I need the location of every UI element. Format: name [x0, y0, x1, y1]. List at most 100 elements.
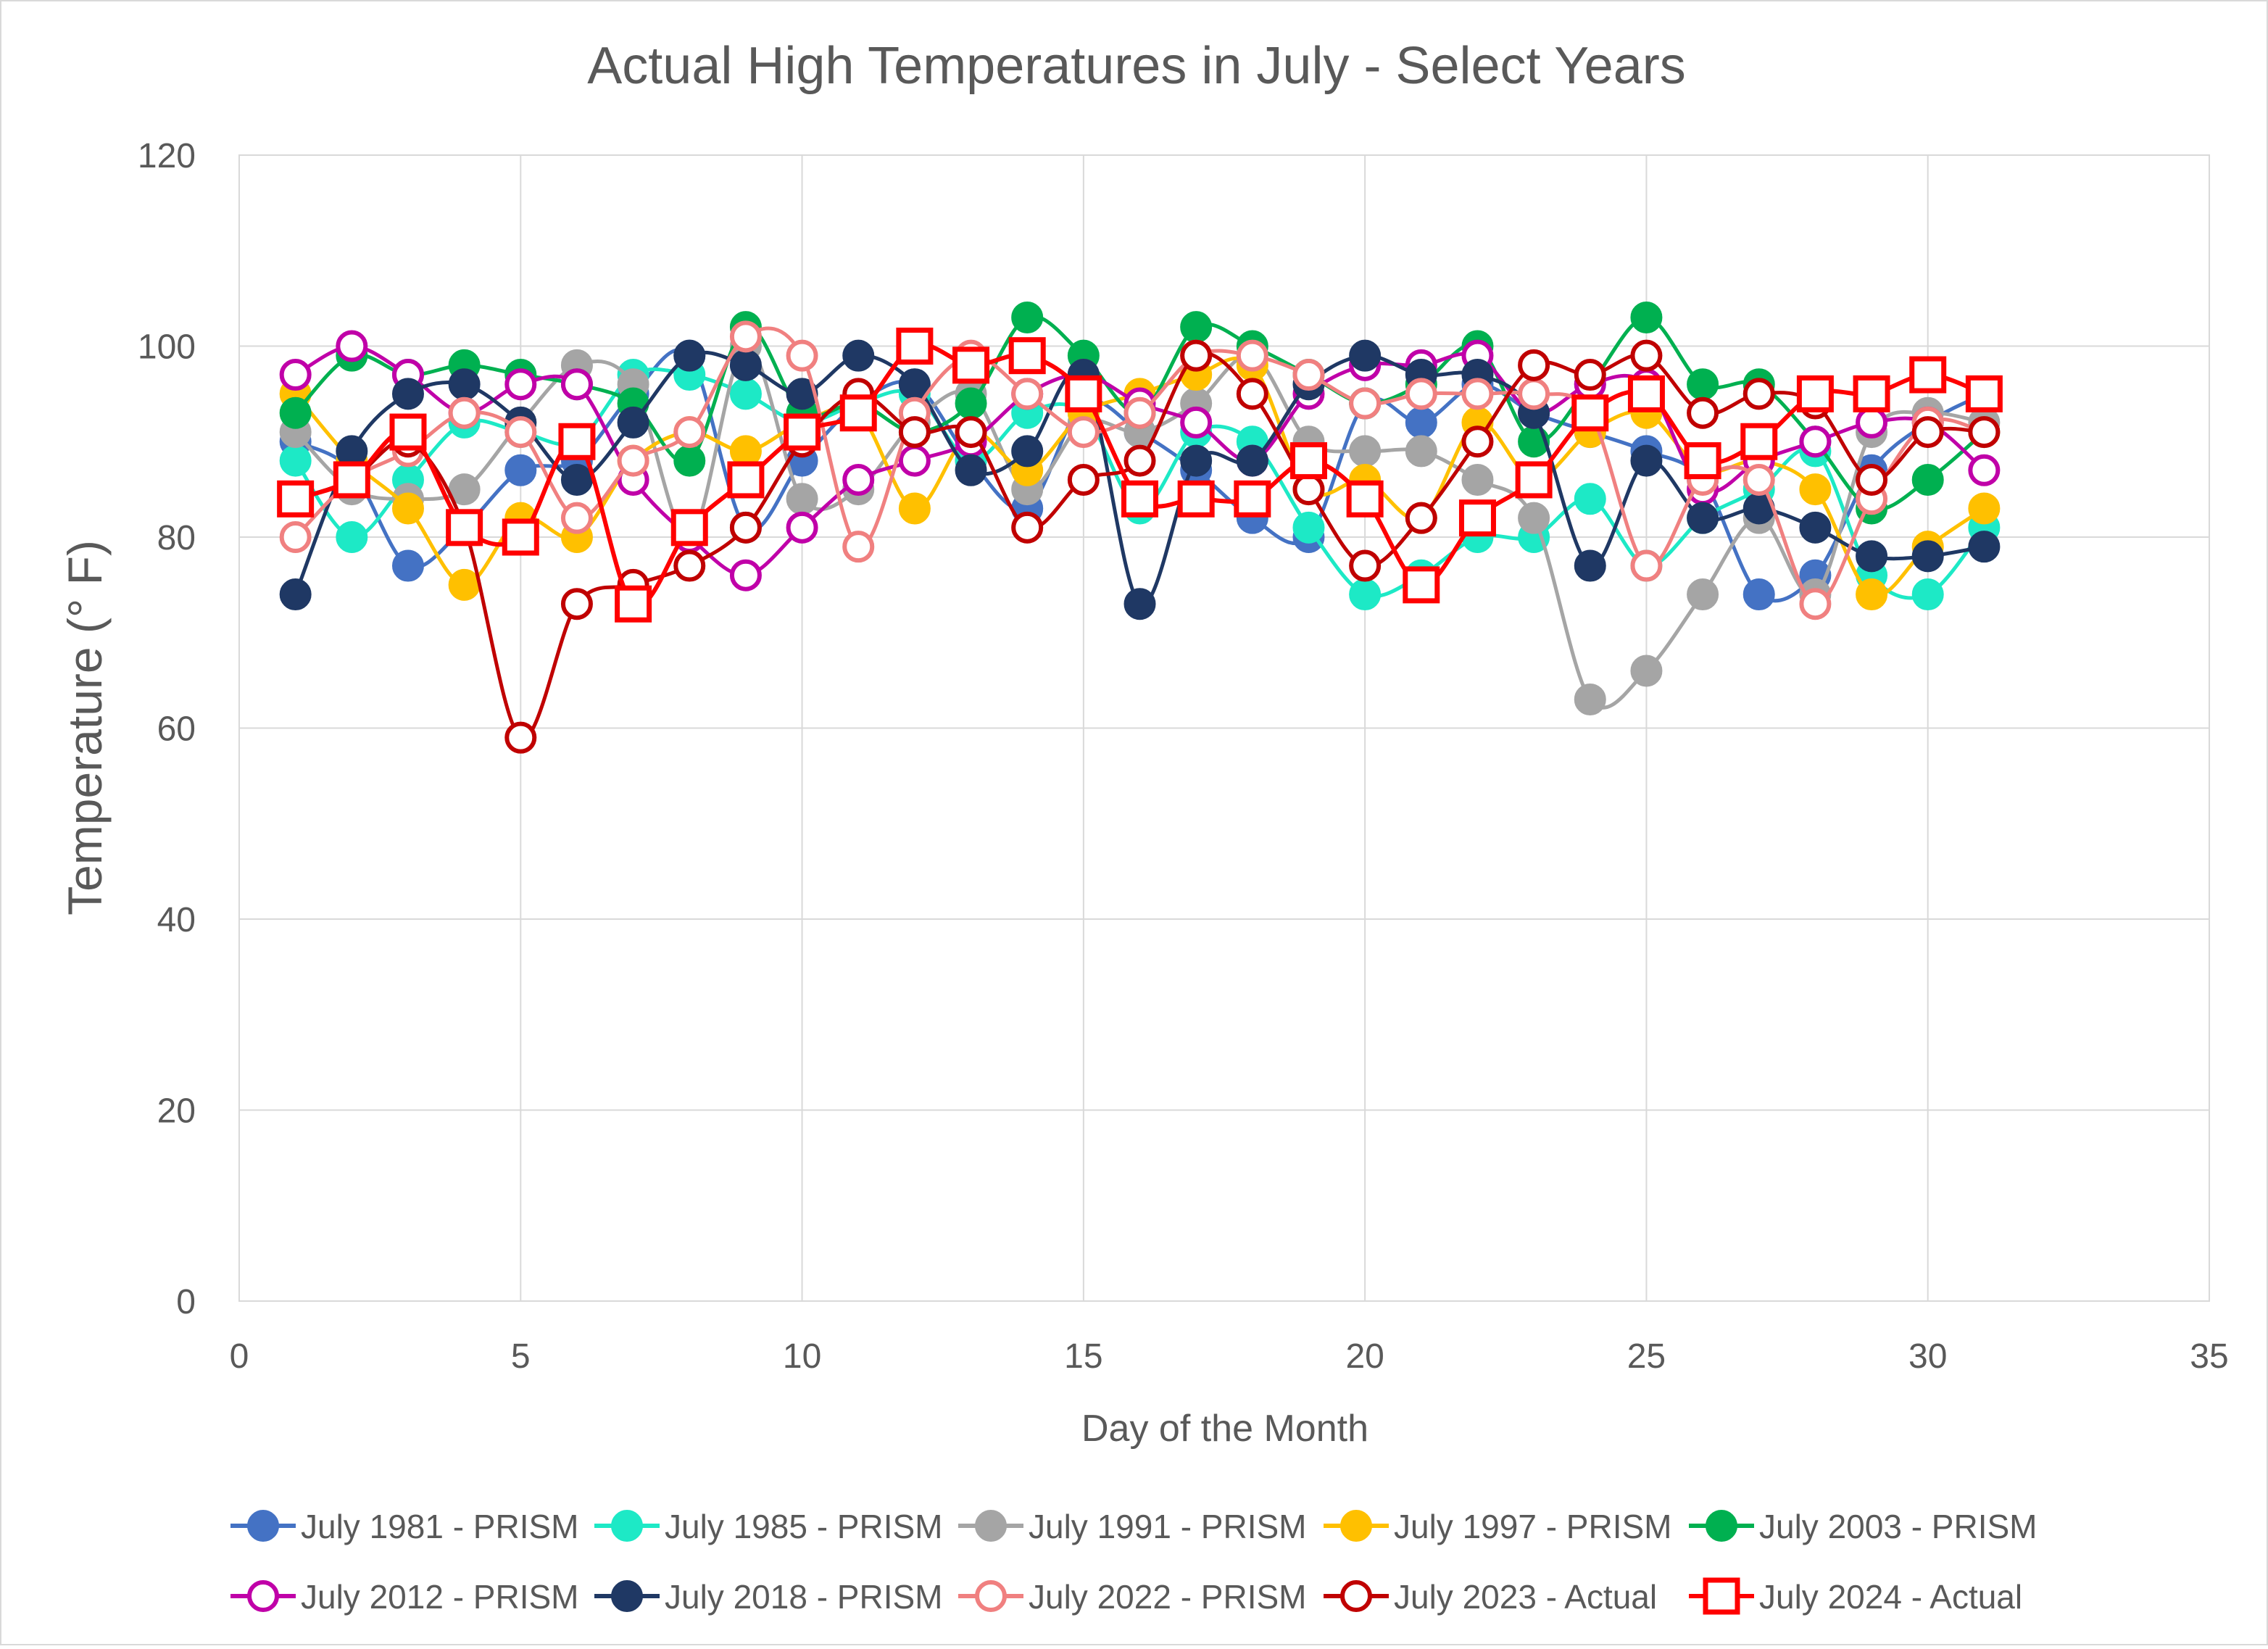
data-point-day-5: [504, 454, 537, 486]
x-tick-label: 0: [230, 1337, 249, 1376]
data-point-day-14: [1008, 337, 1046, 375]
data-point-day-18: [1236, 378, 1268, 410]
data-point-day-10: [786, 511, 818, 544]
data-point-day-25: [1630, 655, 1663, 687]
y-tick-label: 100: [138, 328, 196, 367]
legend-label: July 2018 - PRISM: [665, 1578, 942, 1616]
data-point-day-30: [1909, 356, 1947, 394]
data-point-day-3: [391, 492, 424, 525]
data-point-day-11: [842, 339, 875, 372]
legend-label: July 1991 - PRISM: [1029, 1508, 1306, 1545]
y-tick-label: 80: [157, 519, 196, 557]
data-point-day-14: [1011, 378, 1044, 410]
data-point-day-11: [842, 531, 875, 563]
legend-marker: [975, 1580, 1007, 1612]
legend-label: July 2003 - PRISM: [1759, 1508, 2037, 1545]
data-point-day-4: [448, 368, 481, 401]
legend-item-july-1981-prism: July 1981 - PRISM: [230, 1508, 578, 1545]
data-point-day-9: [729, 559, 762, 591]
data-point-day-6: [560, 588, 593, 620]
data-point-day-24: [1574, 359, 1606, 391]
data-point-day-4: [448, 568, 481, 601]
data-point-day-8: [670, 509, 708, 547]
data-point-day-28: [1799, 588, 1832, 620]
data-point-day-23: [1518, 502, 1550, 534]
data-point-day-19: [1289, 442, 1327, 480]
y-tick-label: 20: [157, 1092, 196, 1131]
data-point-day-6: [558, 423, 596, 460]
data-point-day-8: [673, 444, 706, 477]
data-point-day-15: [1067, 463, 1100, 496]
data-point-day-13: [952, 346, 990, 384]
data-point-day-1: [279, 521, 312, 553]
data-point-day-29: [1856, 406, 1888, 439]
data-point-day-12: [898, 492, 931, 525]
data-point-day-21: [1405, 502, 1437, 534]
data-point-day-23: [1518, 378, 1550, 410]
data-point-day-8: [673, 549, 706, 582]
data-point-day-24: [1574, 683, 1606, 715]
data-point-day-31: [1965, 375, 2003, 412]
y-tick-label: 60: [157, 710, 196, 749]
legend-label: July 2023 - Actual: [1394, 1578, 1657, 1616]
legend-marker: [975, 1510, 1007, 1542]
legend-marker: [1703, 1577, 1740, 1615]
data-point-day-10: [786, 339, 818, 372]
legend-item-july-2022-prism: July 2022 - PRISM: [958, 1578, 1306, 1616]
data-point-day-27: [1742, 378, 1775, 410]
data-point-day-13: [955, 387, 987, 420]
data-point-day-30: [1911, 540, 1944, 573]
data-point-day-12: [896, 328, 934, 365]
data-point-day-6: [560, 502, 593, 534]
data-point-day-16: [1123, 396, 1156, 429]
legend: July 1981 - PRISM July 1985 - PRISM July 1…: [230, 1508, 2037, 1616]
legend-item-july-1985-prism: July 1985 - PRISM: [594, 1508, 942, 1545]
gridlines: [238, 154, 2210, 1302]
data-point-day-30: [1911, 416, 1944, 449]
data-point-day-18: [1236, 444, 1268, 477]
legend-item-july-1991-prism: July 1991 - PRISM: [958, 1508, 1306, 1545]
data-point-day-2: [336, 330, 368, 362]
data-point-day-9: [729, 378, 762, 410]
y-axis-ticks: 0 20 40 60 80 100 120: [138, 137, 196, 1321]
chart-title: Actual High Temperatures in July - Selec…: [587, 37, 1685, 95]
data-point-day-6: [560, 368, 593, 401]
data-point-day-22: [1461, 425, 1494, 458]
data-point-day-30: [1911, 463, 1944, 496]
data-point-day-19: [1292, 511, 1325, 544]
data-point-day-20: [1349, 339, 1382, 372]
data-point-day-21: [1403, 566, 1440, 604]
data-point-day-20: [1349, 387, 1382, 420]
legend-marker: [611, 1510, 643, 1542]
data-point-day-24: [1571, 394, 1609, 432]
legend-item-july-2012-prism: July 2012 - PRISM: [230, 1578, 578, 1616]
data-point-day-3: [391, 549, 424, 582]
data-point-day-21: [1405, 406, 1437, 439]
data-point-day-31: [1968, 454, 2001, 486]
data-point-day-2: [333, 461, 370, 499]
data-point-day-30: [1911, 578, 1944, 611]
legend-marker: [611, 1580, 643, 1612]
data-point-day-18: [1236, 339, 1268, 372]
data-point-day-5: [504, 368, 537, 401]
data-point-day-14: [1011, 511, 1044, 544]
data-point-day-29: [1853, 375, 1890, 412]
data-point-day-29: [1856, 578, 1888, 611]
data-point-day-25: [1630, 549, 1663, 582]
legend-label: July 2024 - Actual: [1759, 1578, 2022, 1616]
x-tick-label: 25: [1627, 1337, 1666, 1376]
data-point-day-26: [1687, 578, 1719, 611]
legend-marker: [247, 1510, 279, 1542]
data-point-day-18: [1234, 480, 1271, 518]
data-point-day-25: [1630, 339, 1663, 372]
legend-marker: [1340, 1580, 1372, 1612]
x-tick-label: 10: [783, 1337, 821, 1376]
data-point-day-10: [784, 413, 821, 451]
data-point-day-31: [1968, 492, 2001, 525]
data-point-day-7: [617, 406, 649, 439]
data-point-day-13: [955, 454, 987, 486]
data-point-day-20: [1349, 578, 1382, 611]
series-july-2018-prism: [279, 339, 2001, 620]
data-point-day-5: [504, 416, 537, 449]
